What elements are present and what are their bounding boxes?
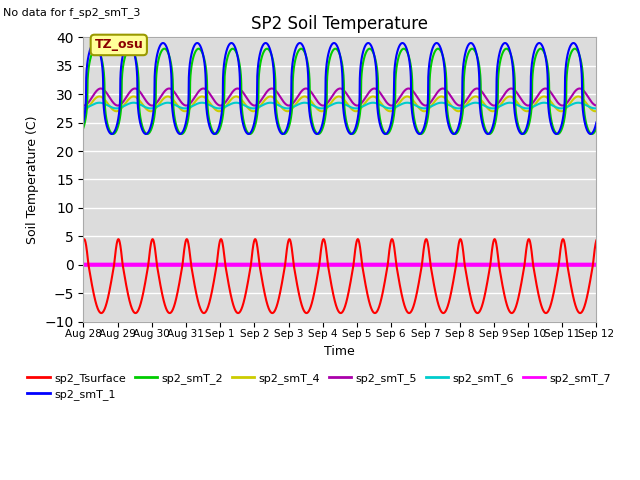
Text: TZ_osu: TZ_osu bbox=[95, 38, 143, 51]
Y-axis label: Soil Temperature (C): Soil Temperature (C) bbox=[26, 115, 39, 244]
Legend: sp2_Tsurface, sp2_smT_1, sp2_smT_2, sp2_smT_4, sp2_smT_5, sp2_smT_6, sp2_smT_7: sp2_Tsurface, sp2_smT_1, sp2_smT_2, sp2_… bbox=[23, 368, 616, 405]
Title: SP2 Soil Temperature: SP2 Soil Temperature bbox=[252, 15, 428, 33]
X-axis label: Time: Time bbox=[324, 345, 355, 358]
Text: No data for f_sp2_smT_3: No data for f_sp2_smT_3 bbox=[3, 7, 141, 18]
